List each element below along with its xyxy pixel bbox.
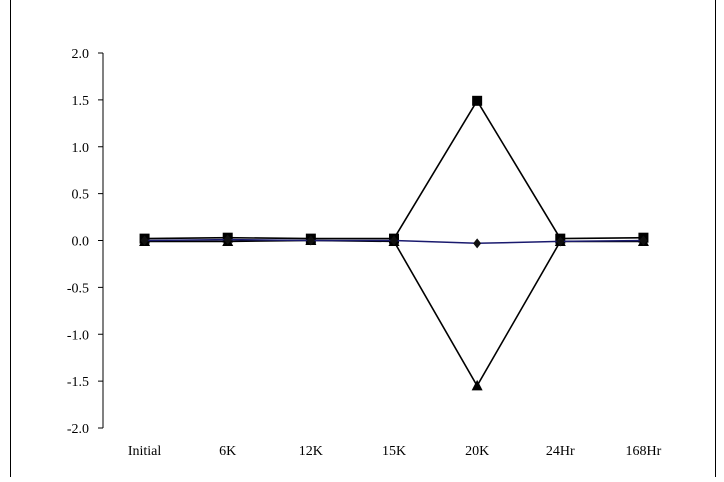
data-point-triangle <box>471 379 483 391</box>
x-tick-label: Initial <box>128 444 162 459</box>
y-tick-label: -1.5 <box>67 375 89 390</box>
x-tick-label: 24Hr <box>546 444 575 459</box>
data-point-diamond <box>306 235 315 246</box>
y-tick-label: 0.0 <box>72 235 90 250</box>
data-point-diamond <box>390 235 398 246</box>
series-line <box>144 239 644 388</box>
data-point-diamond <box>223 234 232 245</box>
series-line <box>144 99 644 240</box>
y-tick-label: 1.0 <box>72 141 90 156</box>
x-tick-label: 6K <box>219 444 236 459</box>
y-tick-label: 2.0 <box>72 47 90 62</box>
series-square <box>139 95 649 244</box>
y-tick-label: 1.5 <box>72 94 90 109</box>
x-tick-label: 12K <box>299 444 323 459</box>
data-point-diamond <box>639 235 648 246</box>
data-point-diamond <box>556 236 565 247</box>
y-tick-label: -0.5 <box>67 281 89 296</box>
y-tick-label: -2.0 <box>67 422 89 437</box>
x-tick-label: 168Hr <box>626 444 662 459</box>
x-tick-label: 15K <box>382 444 406 459</box>
y-tick-label: 0.5 <box>72 188 90 203</box>
data-point-diamond <box>140 235 149 246</box>
data-point-square <box>472 95 483 106</box>
series-layer <box>139 95 649 391</box>
series-triangle <box>139 234 649 391</box>
y-axis: 2.0 1.5 1.0 0.5 0.0 -0.5 -1.0 -1.5 -2.0 <box>67 47 104 437</box>
y-tick-label: -1.0 <box>67 328 89 343</box>
x-tick-label: 20K <box>465 444 489 459</box>
x-axis: Initial 6K 12K 15K 20K 24Hr 168Hr <box>128 444 662 459</box>
data-point-diamond <box>473 238 482 249</box>
series-diamond <box>140 234 648 249</box>
